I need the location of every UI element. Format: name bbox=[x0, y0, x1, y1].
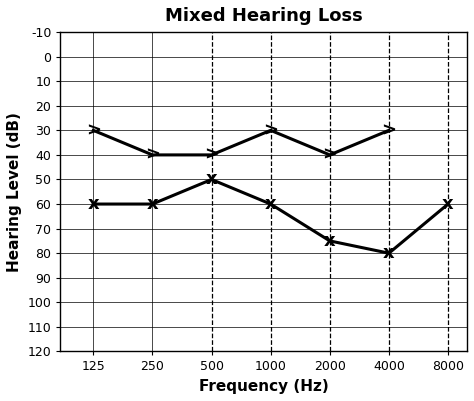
Title: Mixed Hearing Loss: Mixed Hearing Loss bbox=[165, 7, 363, 25]
Text: x: x bbox=[265, 195, 276, 213]
Text: >: > bbox=[86, 122, 101, 139]
Text: x: x bbox=[88, 195, 99, 213]
Y-axis label: Hearing Level (dB): Hearing Level (dB) bbox=[7, 112, 22, 272]
Text: x: x bbox=[324, 232, 336, 250]
Text: x: x bbox=[146, 195, 158, 213]
Text: >: > bbox=[145, 146, 160, 164]
Text: >: > bbox=[382, 122, 396, 139]
Text: >: > bbox=[263, 122, 278, 139]
Text: >: > bbox=[204, 146, 219, 164]
Text: x: x bbox=[442, 195, 454, 213]
Text: >: > bbox=[322, 146, 337, 164]
Text: x: x bbox=[383, 244, 395, 262]
Text: x: x bbox=[206, 170, 218, 188]
X-axis label: Frequency (Hz): Frequency (Hz) bbox=[199, 379, 328, 394]
